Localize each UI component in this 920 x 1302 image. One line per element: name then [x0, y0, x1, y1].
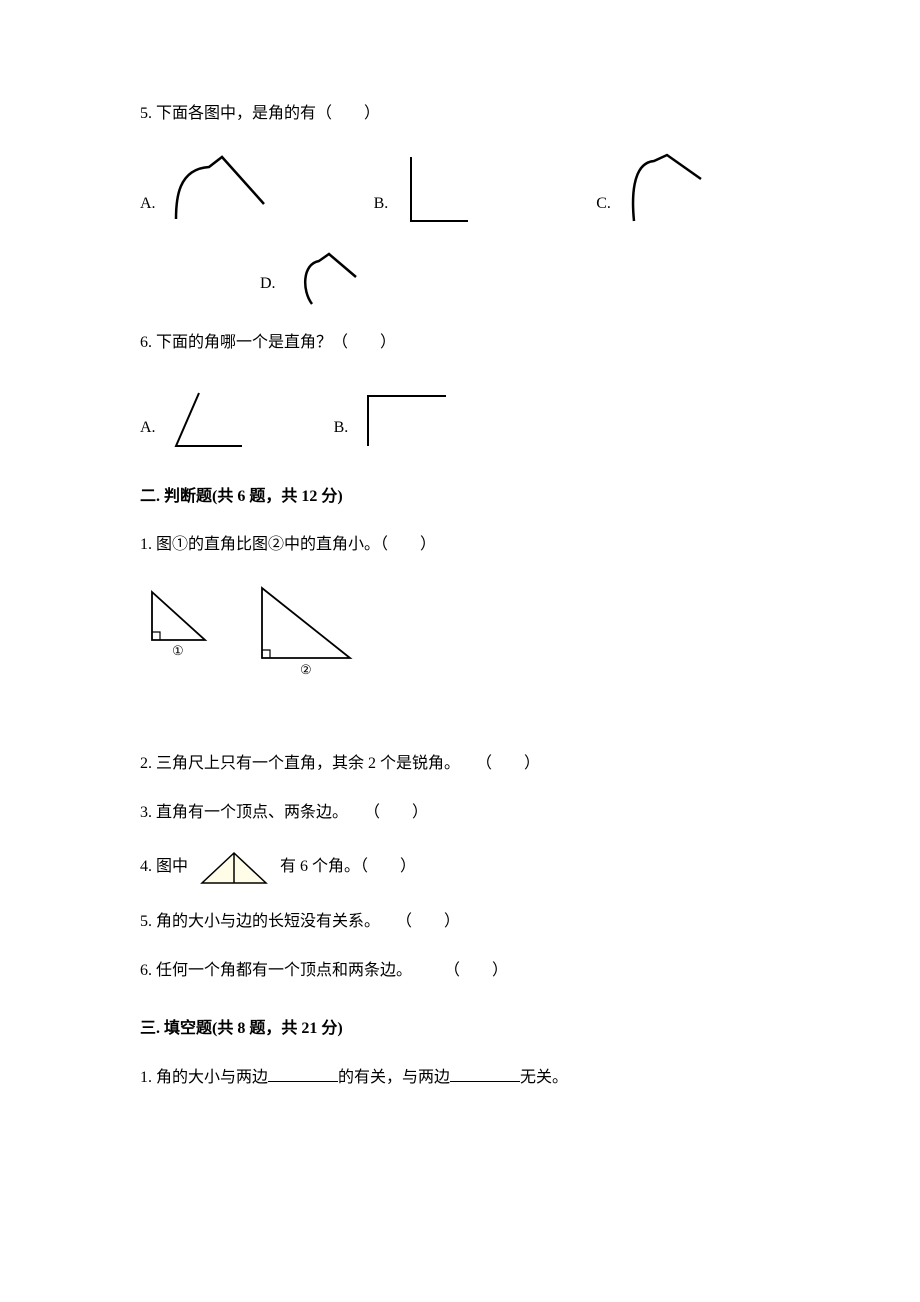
q6-text: 6. 下面的角哪一个是直角？（ ） — [140, 329, 780, 358]
s2-q6: 6. 任何一个角都有一个顶点和两条边。 （ ） — [140, 957, 780, 986]
question-6: 6. 下面的角哪一个是直角？（ ） A. B. — [140, 329, 780, 453]
q6-options: A. B. — [140, 388, 780, 453]
q5-c-label: C. — [596, 190, 611, 219]
section2-header: 二. 判断题(共 6 题，共 12 分) — [140, 483, 780, 512]
q5-b-figure — [396, 149, 476, 229]
q5-option-c: C. — [596, 149, 709, 229]
triangle-1: ① — [140, 580, 220, 660]
s2-q3: 3. 直角有一个顶点、两条边。 （ ） — [140, 799, 780, 828]
q5-d-figure — [284, 249, 364, 309]
svg-text:②: ② — [300, 662, 312, 677]
s3-q1: 1. 角的大小与两边 的有关，与两边 无关。 — [140, 1064, 780, 1093]
s3-q1-p2: 的有关，与两边 — [338, 1069, 450, 1086]
s3-q1-p3: 无关。 — [520, 1069, 568, 1086]
q5-a-figure — [164, 149, 274, 229]
s2-q2: 2. 三角尺上只有一个直角，其余 2 个是锐角。 （ ） — [140, 750, 780, 779]
triangle-2: ② — [250, 580, 370, 680]
q5-option-d: D. — [260, 249, 364, 309]
q5-text: 5. 下面各图中，是角的有（ ） — [140, 100, 780, 129]
svg-text:①: ① — [172, 643, 184, 658]
q6-option-a: A. — [140, 388, 254, 453]
s2-q1: 1. 图①的直角比图②中的直角小。（ ） ① ② — [140, 531, 780, 680]
q5-a-label: A. — [140, 190, 156, 219]
q5-b-label: B. — [374, 190, 389, 219]
question-5: 5. 下面各图中，是角的有（ ） A. B. C. D. — [140, 100, 780, 309]
s2-q5: 5. 角的大小与边的长短没有关系。 （ ） — [140, 908, 780, 937]
s3-q1-p1: 1. 角的大小与两边 — [140, 1069, 268, 1086]
s2-q1-figures: ① ② — [140, 580, 780, 680]
q5-options-row1: A. B. C. — [140, 149, 780, 229]
q6-a-figure — [164, 388, 254, 453]
s2-q4: 4. 图中 有 6 个角。（ ） — [140, 848, 780, 888]
q5-c-figure — [619, 149, 709, 229]
q6-b-label: B. — [334, 414, 349, 443]
q6-a-label: A. — [140, 414, 156, 443]
q5-options-row2: D. — [260, 249, 780, 309]
section3-header: 三. 填空题(共 8 题，共 21 分) — [140, 1015, 780, 1044]
s2-q1-text: 1. 图①的直角比图②中的直角小。（ ） — [140, 531, 780, 560]
s2-q4-figure — [194, 848, 274, 888]
s2-q4-before: 4. 图中 — [140, 853, 188, 882]
q5-d-label: D. — [260, 270, 276, 299]
q6-option-b: B. — [334, 388, 457, 453]
blank-2 — [450, 1066, 520, 1082]
q5-option-a: A. — [140, 149, 274, 229]
s2-q4-after: 有 6 个角。（ ） — [280, 853, 416, 882]
blank-1 — [268, 1066, 338, 1082]
q5-option-b: B. — [374, 149, 477, 229]
q6-b-figure — [356, 388, 456, 453]
